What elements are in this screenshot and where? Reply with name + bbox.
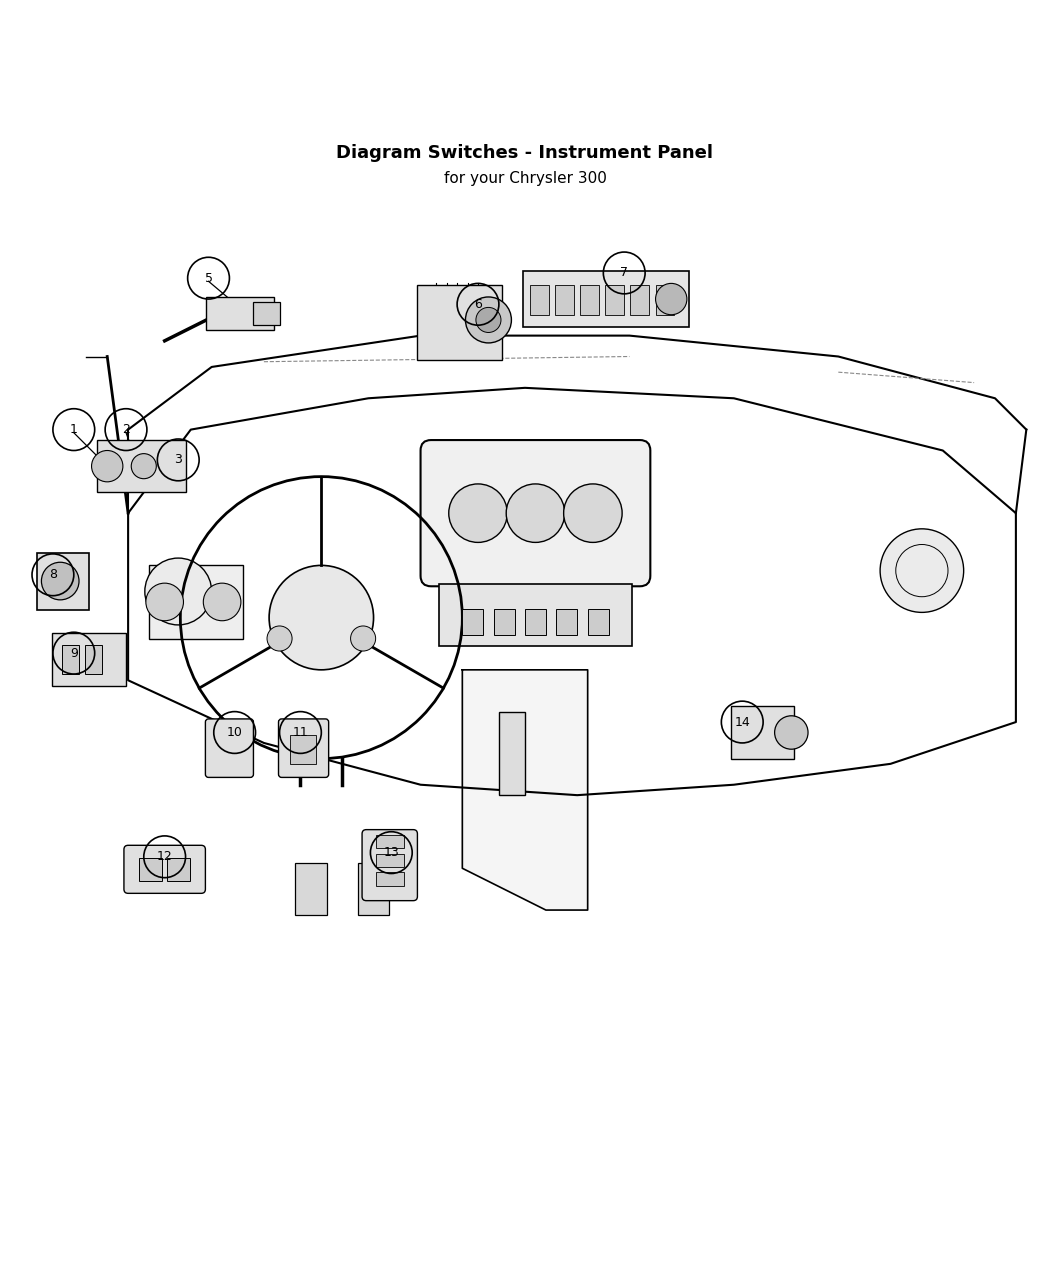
Text: 2: 2	[122, 423, 130, 437]
FancyBboxPatch shape	[523, 271, 689, 327]
Text: 1: 1	[70, 423, 78, 437]
Circle shape	[655, 283, 687, 314]
Bar	[556, 609, 578, 636]
Text: 11: 11	[293, 727, 309, 739]
Circle shape	[145, 558, 212, 624]
Bar	[139, 858, 162, 881]
Bar	[588, 609, 609, 636]
Bar	[555, 286, 574, 314]
Bar	[525, 609, 546, 636]
Text: 5: 5	[205, 272, 212, 285]
Circle shape	[476, 308, 501, 332]
Bar	[290, 734, 316, 764]
Bar	[207, 298, 274, 331]
Bar	[376, 853, 404, 867]
FancyBboxPatch shape	[124, 845, 206, 894]
Bar	[85, 645, 102, 674]
Circle shape	[204, 584, 240, 621]
Bar	[167, 858, 190, 881]
Bar	[499, 711, 525, 796]
Bar	[376, 835, 404, 848]
Text: 6: 6	[474, 298, 482, 310]
Bar	[655, 286, 674, 314]
Circle shape	[267, 626, 292, 651]
Bar	[462, 609, 483, 636]
Text: 12: 12	[156, 850, 172, 863]
Bar	[606, 286, 624, 314]
FancyBboxPatch shape	[418, 286, 502, 360]
FancyBboxPatch shape	[206, 719, 253, 778]
Text: 14: 14	[734, 715, 750, 729]
Circle shape	[880, 529, 964, 613]
Circle shape	[41, 562, 79, 600]
FancyBboxPatch shape	[51, 633, 126, 686]
Text: for your Chrysler 300: for your Chrysler 300	[443, 171, 607, 186]
Text: 7: 7	[621, 267, 628, 280]
Circle shape	[465, 298, 511, 344]
Circle shape	[91, 451, 123, 481]
Text: 10: 10	[227, 727, 243, 739]
FancyBboxPatch shape	[362, 830, 418, 900]
Bar	[630, 286, 649, 314]
Bar	[295, 863, 327, 916]
FancyBboxPatch shape	[439, 584, 631, 646]
Bar	[62, 645, 79, 674]
Text: Diagram Switches - Instrument Panel: Diagram Switches - Instrument Panel	[336, 144, 714, 162]
Bar	[358, 863, 390, 916]
Bar	[97, 441, 186, 492]
Circle shape	[131, 453, 156, 479]
Text: 13: 13	[383, 847, 399, 859]
Circle shape	[146, 584, 184, 621]
Bar	[37, 553, 89, 610]
Bar	[530, 286, 549, 314]
Text: 8: 8	[49, 568, 57, 581]
FancyBboxPatch shape	[278, 719, 329, 778]
Circle shape	[775, 716, 808, 750]
Circle shape	[269, 566, 374, 670]
Text: 3: 3	[174, 453, 183, 466]
Circle shape	[351, 626, 376, 651]
Bar	[149, 566, 243, 638]
FancyBboxPatch shape	[731, 706, 795, 759]
Bar	[494, 609, 514, 636]
Bar	[581, 286, 600, 314]
Bar	[253, 303, 279, 326]
Circle shape	[506, 484, 565, 543]
Circle shape	[448, 484, 507, 543]
Text: 9: 9	[70, 646, 78, 660]
Polygon shape	[462, 670, 588, 911]
FancyBboxPatch shape	[421, 441, 650, 586]
Bar	[376, 872, 404, 886]
Circle shape	[564, 484, 623, 543]
